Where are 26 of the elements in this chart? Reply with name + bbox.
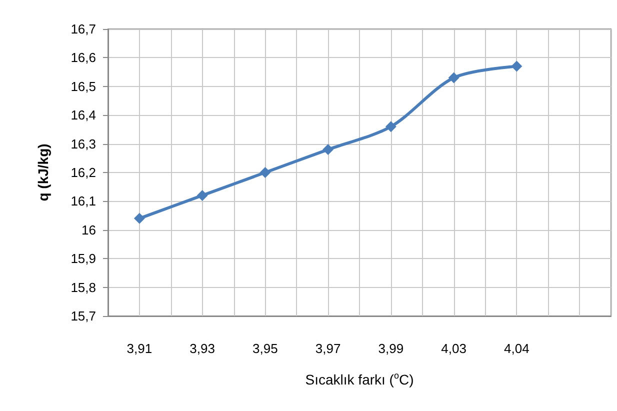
- x-tick-label: 3,99: [378, 341, 404, 356]
- y-tick-label: 16,3: [70, 136, 96, 152]
- x-tick-label: 4,03: [441, 341, 466, 356]
- x-tick-label: 3,95: [252, 341, 278, 356]
- x-tick-label: 3,97: [315, 341, 341, 356]
- y-tick-label: 16,5: [70, 78, 96, 94]
- x-tick-label: 4,04: [504, 341, 530, 356]
- point: [322, 144, 334, 156]
- point: [196, 190, 208, 201]
- y-tick-label: 15,9: [70, 251, 96, 266]
- x-tick-label: 3,93: [190, 341, 215, 356]
- y-tick-label: 16,2: [70, 165, 96, 180]
- point: [385, 121, 396, 132]
- y-tick-label: 15,8: [70, 280, 96, 295]
- x-tick-label: 3,91: [126, 341, 152, 356]
- point: [448, 72, 460, 84]
- y-tick-label: 16: [82, 222, 96, 238]
- y-axis-title: q (kJ/kg): [35, 144, 51, 202]
- y-tick-label: 16,6: [70, 50, 96, 66]
- y-tick-label: 16,7: [70, 22, 96, 36]
- point: [260, 167, 271, 178]
- point: [511, 60, 522, 72]
- y-tick-label: 15,7: [70, 308, 96, 324]
- point: [134, 212, 145, 224]
- y-tick-label: 16,1: [70, 194, 96, 209]
- y-tick-label: 16,4: [70, 108, 96, 123]
